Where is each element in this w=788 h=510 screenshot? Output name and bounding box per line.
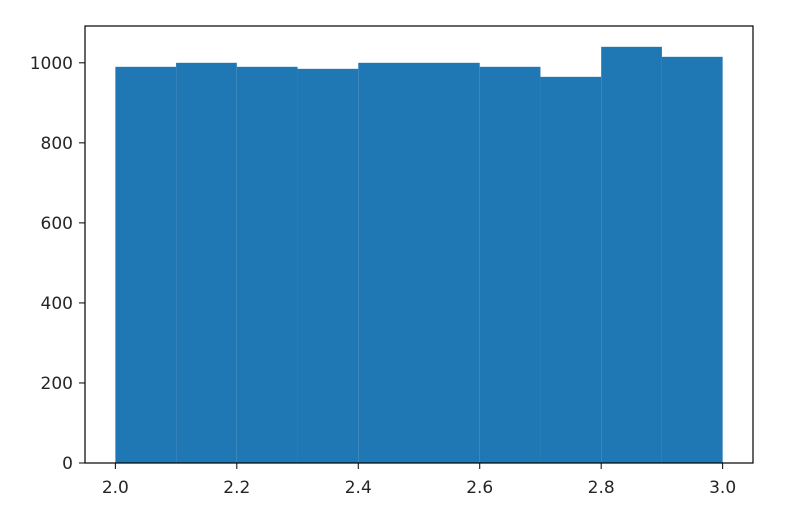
histogram-bar xyxy=(236,66,298,464)
x-tick-label: 2.6 xyxy=(466,478,493,498)
y-tick-label: 400 xyxy=(41,294,73,314)
histogram-bars xyxy=(115,46,723,464)
axes-frame xyxy=(84,25,754,464)
y-tick-label: 1000 xyxy=(30,54,73,74)
x-tick-label: 3.0 xyxy=(709,478,736,498)
histogram-bar xyxy=(176,62,237,464)
histogram-bar xyxy=(540,76,602,464)
histogram-bar xyxy=(358,62,419,464)
y-tick-label: 600 xyxy=(41,214,73,234)
y-tick-label: 0 xyxy=(62,454,73,474)
y-tick-label: 200 xyxy=(41,374,73,394)
histogram-bar xyxy=(601,46,662,464)
y-tick-label: 800 xyxy=(41,134,73,154)
histogram-bar xyxy=(661,56,723,464)
x-tick-label: 2.4 xyxy=(345,478,372,498)
histogram-bar xyxy=(479,66,541,464)
histogram-bar xyxy=(297,68,359,464)
histogram-bar xyxy=(115,66,177,464)
x-tick-label: 2.0 xyxy=(102,478,129,498)
x-tick-label: 2.8 xyxy=(588,478,615,498)
x-axis: 2.0 2.2 2.4 2.6 2.8 3.0 xyxy=(102,463,736,498)
x-tick-label: 2.2 xyxy=(223,478,250,498)
histogram-bar xyxy=(419,62,480,464)
y-axis: 0 200 400 600 800 1000 xyxy=(30,54,85,474)
